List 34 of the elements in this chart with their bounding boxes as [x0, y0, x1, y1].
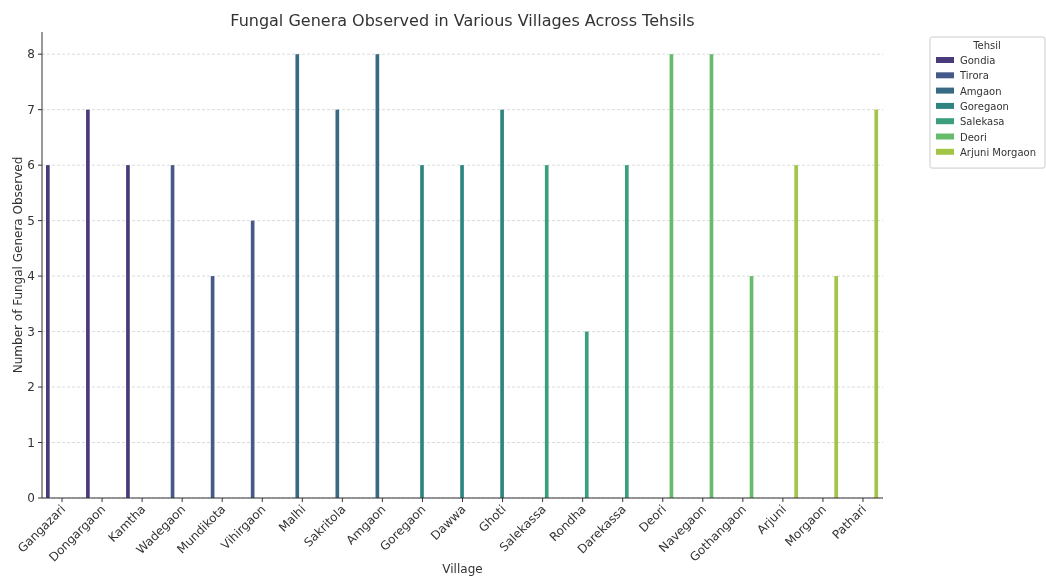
y-tick-label: 5	[27, 213, 35, 228]
x-axis-title: Village	[442, 562, 483, 576]
y-tick-label: 1	[27, 435, 35, 450]
bar	[126, 165, 130, 498]
legend-label: Gondia	[960, 55, 996, 66]
legend-label: Salekasa	[960, 116, 1005, 128]
bar	[794, 165, 798, 498]
bar	[624, 165, 629, 498]
legend-label: Arjuni Morgaon	[960, 146, 1036, 158]
bar	[544, 165, 549, 498]
legend-title: Tehsil	[972, 40, 1001, 51]
y-tick-label: 3	[27, 324, 35, 339]
y-axis-title: Number of Fungal Genera Observed	[11, 156, 25, 374]
y-tick-label: 0	[27, 491, 35, 505]
legend-label: Goregaon	[960, 100, 1009, 112]
bar	[420, 165, 424, 498]
y-tick-label: 4	[27, 269, 35, 284]
bar	[86, 109, 90, 498]
bar	[335, 109, 340, 498]
legend-label: Tirora	[959, 70, 989, 82]
y-tick-label: 6	[27, 158, 35, 173]
legend-label: Amgaon	[960, 85, 1002, 97]
bar	[584, 331, 589, 498]
bar	[500, 109, 504, 498]
y-tick-label: 8	[27, 47, 35, 62]
bar	[874, 109, 879, 498]
y-tick-label: 7	[27, 102, 35, 117]
bar	[834, 276, 839, 498]
y-tick-label: 2	[27, 380, 35, 395]
legend-label: Deori	[960, 131, 987, 143]
bar	[295, 54, 300, 498]
chart-title: Fungal Genera Observed in Various Villages Across Tehsils	[230, 11, 695, 30]
bar	[46, 165, 50, 498]
bar	[460, 165, 464, 498]
